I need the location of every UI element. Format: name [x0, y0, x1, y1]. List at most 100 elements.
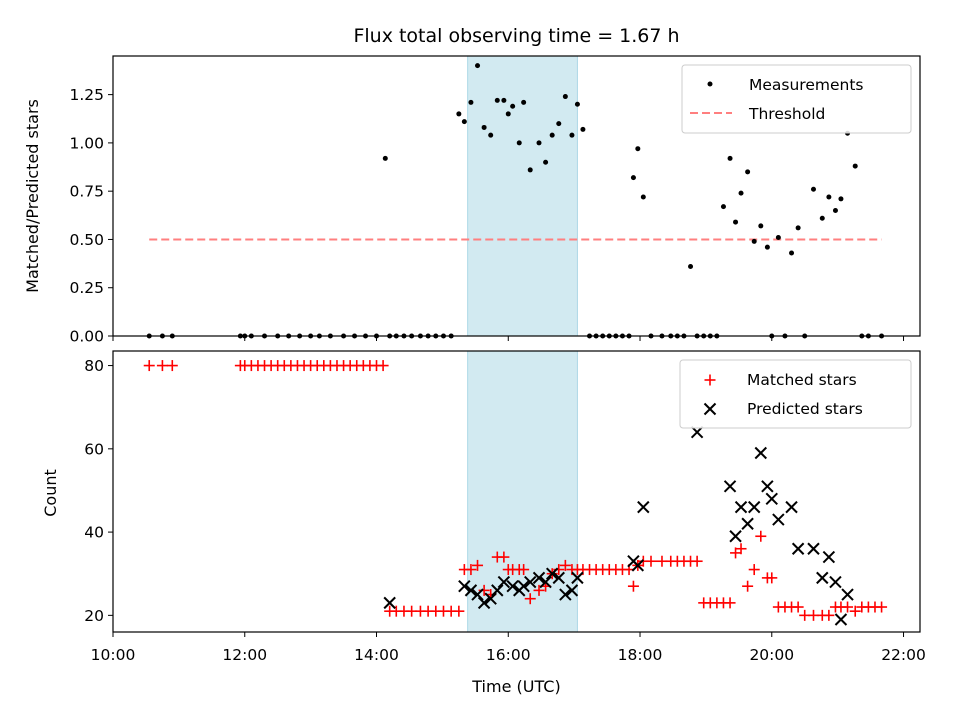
predicted-point: [754, 446, 768, 460]
predicted-point: [491, 584, 504, 597]
ratio-ytick-label: 0.25: [69, 279, 104, 297]
matched-point: [691, 555, 703, 567]
predicted-point: [571, 571, 584, 585]
matched-point: [472, 559, 484, 571]
matched-point: [143, 360, 155, 372]
ratio-ytick-label: 0.75: [69, 183, 104, 201]
ratio-legend: Measurements Threshold: [681, 64, 912, 134]
measurement-point: [456, 111, 462, 117]
measurement-point: [832, 207, 838, 213]
ratio-ytick-label: 1.25: [69, 86, 104, 104]
xtick-label: 20:00: [749, 646, 794, 664]
measurement-point: [461, 119, 467, 125]
matched-point: [849, 605, 861, 617]
matched-point: [748, 564, 760, 576]
measurement-point: [549, 132, 555, 138]
count-ytick-label: 80: [84, 357, 104, 375]
legend-measurements-label: Measurements: [749, 76, 864, 94]
predicted-point: [559, 588, 572, 601]
predicted-point: [484, 592, 497, 605]
predicted-point: [729, 530, 742, 543]
count-ytick-label: 60: [84, 440, 104, 458]
measurement-point: [640, 194, 646, 200]
matched-point: [645, 555, 657, 567]
measurement-point: [764, 244, 770, 250]
measurement-point: [727, 155, 733, 161]
predicted-point: [383, 596, 396, 610]
matched-point: [842, 601, 854, 613]
xtick-label: 14:00: [354, 646, 399, 664]
measurement-point: [810, 186, 816, 192]
predicted-point: [464, 584, 478, 597]
measurement-point: [826, 194, 832, 200]
measurement-point: [838, 196, 844, 202]
predicted-point: [532, 571, 546, 585]
matched-point: [524, 593, 536, 605]
matched-point: [377, 360, 389, 372]
measurement-point: [789, 250, 795, 256]
measurement-point: [720, 204, 726, 210]
measurement-point: [382, 155, 388, 161]
matched-point: [465, 564, 477, 576]
predicted-point: [841, 588, 854, 601]
predicted-point: [545, 567, 559, 580]
legend-frame: [681, 64, 912, 134]
matched-point: [453, 605, 465, 617]
predicted-point: [552, 571, 565, 585]
measurement-point: [562, 94, 568, 100]
predicted-point: [829, 575, 842, 589]
measurement-point: [852, 163, 858, 169]
measurement-point: [494, 97, 500, 103]
predicted-point: [471, 588, 484, 601]
predicted-point: [723, 480, 737, 493]
predicted-point: [524, 575, 537, 589]
legend-matched-marker: [704, 374, 716, 386]
count-xlabel: Time (UTC): [471, 677, 560, 696]
predicted-point: [807, 542, 820, 555]
predicted-point: [772, 513, 785, 526]
predicted-point: [734, 500, 748, 514]
measurement-point: [738, 190, 744, 196]
measurement-point: [468, 99, 474, 105]
legend-frame: [679, 359, 912, 429]
matched-point: [742, 580, 754, 592]
measurement-point: [574, 101, 580, 107]
count-ytick-label: 20: [84, 607, 104, 625]
measurement-point: [569, 132, 575, 138]
predicted-point: [822, 550, 836, 564]
predicted-point: [506, 580, 519, 593]
matched-point: [627, 580, 639, 592]
xtick-label: 22:00: [881, 646, 926, 664]
matched-point: [518, 564, 530, 576]
count-ytick-label: 40: [84, 524, 104, 542]
xtick-label: 16:00: [486, 646, 531, 664]
ratio-ytick-label: 1.00: [69, 134, 104, 152]
ratio-observing-span: [467, 55, 578, 337]
measurement-point: [543, 159, 549, 165]
predicted-point: [637, 500, 650, 514]
predicted-point: [477, 596, 491, 610]
predicted-point: [834, 613, 848, 626]
predicted-point: [741, 517, 754, 530]
chart-title: Flux total observing time = 1.67 h: [353, 25, 679, 47]
ratio-panel: 0.00 0.25 0.50 0.75 1.00 1.25 Measurements Thre…: [69, 55, 921, 346]
measurement-point: [536, 140, 542, 146]
predicted-point: [748, 500, 761, 514]
measurement-point: [758, 223, 764, 229]
matched-point: [559, 559, 571, 571]
measurement-point: [745, 169, 751, 175]
count-frame: [112, 350, 921, 633]
predicted-point: [690, 425, 704, 439]
predicted-point: [761, 480, 774, 493]
legend-matched-label: Matched stars: [747, 371, 857, 389]
measurement-point: [580, 126, 586, 132]
matched-point: [533, 584, 545, 596]
measurement-point: [630, 175, 636, 181]
measurement-point: [556, 121, 562, 127]
predicted-point: [785, 500, 798, 514]
legend-threshold-label: Threshold: [748, 105, 825, 123]
matched-point: [876, 601, 888, 613]
measurement-point: [516, 140, 522, 146]
legend-measurement-marker: [707, 81, 713, 87]
count-legend: Matched stars Predicted stars: [679, 359, 912, 429]
